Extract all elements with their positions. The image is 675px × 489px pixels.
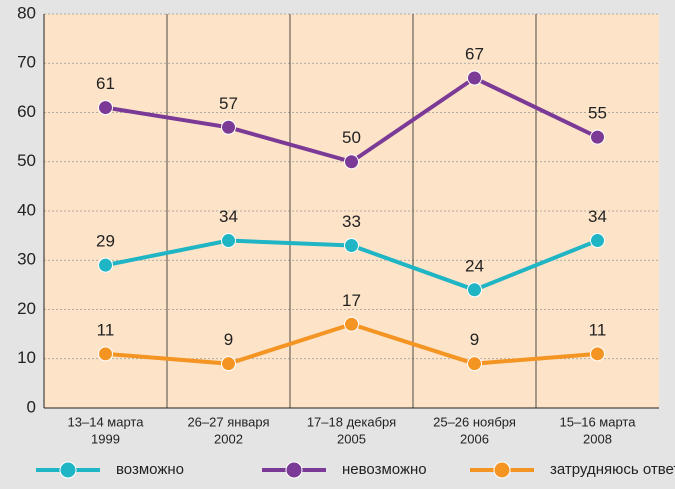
data-point <box>344 237 359 253</box>
data-label: 34 <box>588 207 607 226</box>
data-label: 29 <box>96 232 115 251</box>
data-point <box>467 70 482 86</box>
x-tick-label: 2008 <box>583 431 612 446</box>
x-tick-label: 15–16 марта <box>560 414 637 429</box>
data-label: 17 <box>342 291 361 310</box>
data-point <box>221 119 236 135</box>
legend-marker <box>493 461 511 479</box>
data-point <box>98 346 113 362</box>
legend-label: невозможно <box>342 461 427 478</box>
data-point <box>590 346 605 362</box>
data-point <box>98 100 113 116</box>
legend-marker <box>59 461 77 479</box>
data-point <box>344 316 359 332</box>
data-label: 9 <box>470 330 479 349</box>
y-tick-label: 70 <box>17 53 36 72</box>
legend-label: затрудняюсь ответить <box>550 461 675 478</box>
data-label: 11 <box>97 320 115 339</box>
x-tick-label: 2006 <box>460 431 489 446</box>
y-tick-label: 60 <box>17 102 36 121</box>
y-tick-label: 40 <box>17 200 36 219</box>
data-point <box>344 154 359 170</box>
data-point <box>98 257 113 273</box>
data-label: 61 <box>96 74 115 93</box>
data-label: 67 <box>465 45 484 64</box>
data-label: 24 <box>465 256 484 275</box>
data-label: 50 <box>342 128 361 147</box>
y-tick-label: 50 <box>17 151 36 170</box>
data-label: 55 <box>588 104 607 123</box>
x-tick-label: 13–14 марта <box>68 414 145 429</box>
y-tick-label: 30 <box>17 250 36 269</box>
data-label: 11 <box>589 320 607 339</box>
data-point <box>467 356 482 372</box>
legend-label: возможно <box>116 461 184 478</box>
x-tick-label: 2002 <box>214 431 243 446</box>
data-point <box>467 282 482 298</box>
data-label: 33 <box>342 212 361 231</box>
data-label: 9 <box>224 330 233 349</box>
x-tick-label: 2005 <box>337 431 366 446</box>
data-label: 57 <box>219 94 238 113</box>
data-point <box>590 129 605 145</box>
data-point <box>221 356 236 372</box>
y-tick-label: 10 <box>17 348 36 367</box>
x-tick-label: 17–18 декабря <box>307 414 396 429</box>
x-tick-label: 1999 <box>91 431 120 446</box>
y-tick-label: 0 <box>27 397 36 416</box>
data-label: 34 <box>219 207 238 226</box>
legend-marker <box>285 461 303 479</box>
x-tick-label: 25–26 ноября <box>433 414 516 429</box>
data-point <box>221 233 236 249</box>
y-tick-label: 80 <box>17 3 36 22</box>
x-tick-label: 26–27 января <box>187 414 269 429</box>
y-tick-label: 20 <box>17 299 36 318</box>
data-point <box>590 233 605 249</box>
